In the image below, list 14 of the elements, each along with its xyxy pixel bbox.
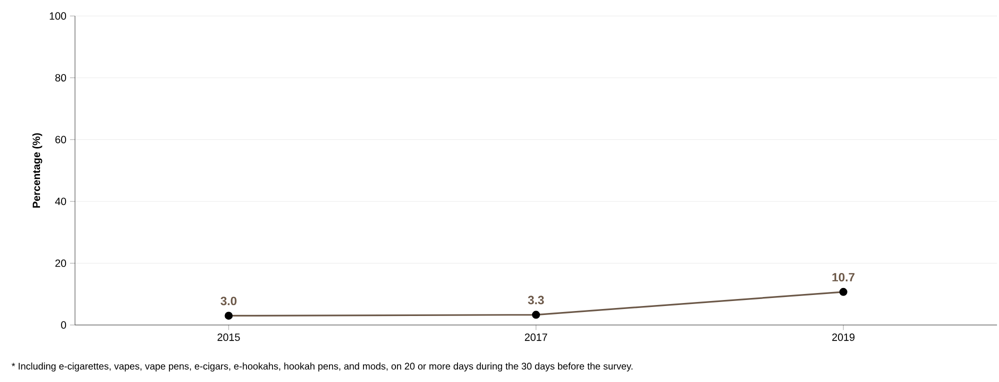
y-tick-label: 80 — [55, 74, 66, 82]
y-tick-label: 20 — [55, 260, 66, 267]
x-tick-label: 2019 — [832, 334, 854, 341]
x-tick-label: 2017 — [524, 334, 548, 341]
y-tick-label: 40 — [55, 198, 66, 206]
data-label: 10.7 — [832, 272, 854, 282]
y-axis-title: Percentage (%) — [32, 133, 42, 208]
data-label: 3.3 — [528, 296, 544, 304]
text: * Including e-cigarettes, vapes, vape pens, e-cigars, e-hookahs, hookah pens, and mods, on 20 or more days during the 30 days before the survey. — [12, 362, 632, 372]
y-tick-label: 100 — [50, 12, 66, 20]
y-tick-label: 0 — [61, 321, 66, 329]
data-label: 3.0 — [220, 296, 236, 306]
x-tick-label: 2015 — [218, 334, 240, 341]
y-tick-label: 60 — [55, 136, 66, 144]
